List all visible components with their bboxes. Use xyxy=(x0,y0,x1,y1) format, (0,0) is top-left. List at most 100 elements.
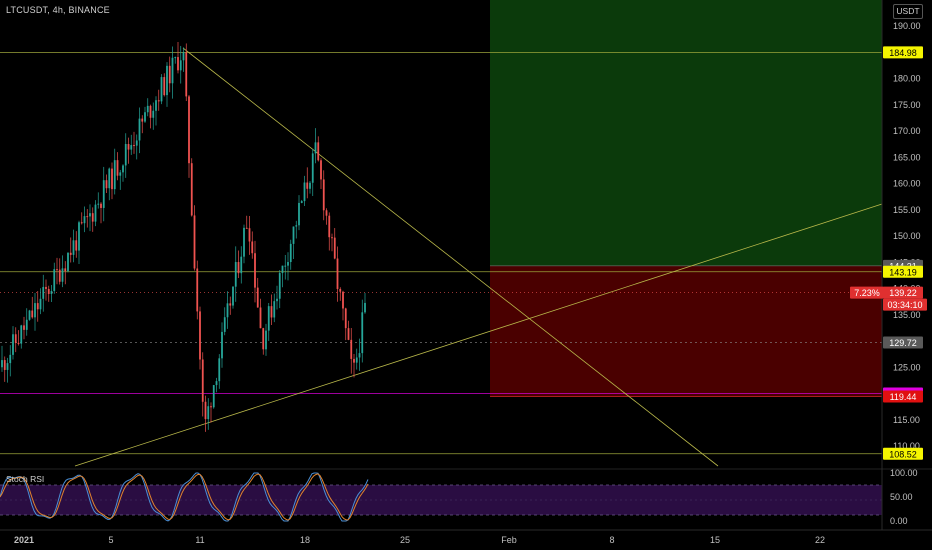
currency-button[interactable]: USDT xyxy=(893,4,923,19)
candle-body xyxy=(127,143,130,150)
candle-body xyxy=(155,100,157,111)
candle-body xyxy=(174,57,177,59)
candle-body xyxy=(339,288,342,292)
price-label-box xyxy=(883,46,923,59)
candle-body xyxy=(135,140,138,146)
candle-body xyxy=(218,358,221,382)
price-tick-label: 180.00 xyxy=(893,74,921,84)
candle-body xyxy=(47,288,50,294)
last-price-marker: 7.23% 139.22 03:34:10 xyxy=(850,286,927,311)
time-tick-label: 2021 xyxy=(14,535,34,545)
candle-body xyxy=(133,145,135,147)
price-label-box xyxy=(883,336,923,349)
candle-body xyxy=(130,145,133,150)
candle-body xyxy=(141,118,144,122)
target-zone[interactable] xyxy=(490,0,882,266)
candle-body xyxy=(6,363,9,370)
candle-body xyxy=(215,381,218,386)
candle-body xyxy=(42,286,45,299)
candle-body xyxy=(303,182,306,202)
candle-body xyxy=(138,118,141,141)
candle-body xyxy=(102,180,105,208)
candle-body xyxy=(113,160,116,190)
candle-body xyxy=(347,328,350,340)
candle-body xyxy=(23,325,25,330)
candle-body xyxy=(336,258,339,289)
candle-body xyxy=(1,360,3,368)
price-label-129-72: 129.72 xyxy=(883,336,923,349)
price-tick-label: 175.00 xyxy=(893,100,921,110)
resistance-trendline xyxy=(182,47,719,467)
candle-body xyxy=(75,240,78,251)
candle-body xyxy=(333,237,336,259)
candle-body xyxy=(39,298,42,310)
candle-body xyxy=(267,306,270,331)
last-price-box xyxy=(883,286,923,299)
price-tick-label: 160.00 xyxy=(893,179,921,189)
candle-body xyxy=(259,307,262,329)
candle-body xyxy=(122,165,124,173)
candle-body xyxy=(160,77,163,102)
stop-zone[interactable] xyxy=(490,265,882,397)
candle-body xyxy=(331,237,333,239)
candle-body xyxy=(229,303,232,306)
candle-body xyxy=(292,226,295,244)
stoch-axis: 100.00 50.00 0.00 xyxy=(890,468,918,526)
price-label-box xyxy=(883,447,923,460)
candle-body xyxy=(144,112,146,122)
candle-body xyxy=(273,301,276,318)
last-price-pct-box xyxy=(850,286,884,299)
stoch-d-line xyxy=(0,473,369,521)
candle-body xyxy=(9,354,12,364)
price-tick-label: 135.00 xyxy=(893,310,921,320)
stoch-k-line xyxy=(0,472,369,522)
candle-body xyxy=(14,334,17,343)
candle-body xyxy=(64,268,67,272)
candle-body xyxy=(245,227,248,229)
candle-body xyxy=(91,213,94,222)
candle-body xyxy=(295,225,298,227)
candle-body xyxy=(361,312,364,354)
candle-body xyxy=(201,359,204,402)
price-tick-label: 110.00 xyxy=(893,441,920,451)
candle-body xyxy=(226,303,229,318)
time-tick-label: 5 xyxy=(108,535,113,545)
candle-body xyxy=(149,105,152,118)
time-tick-label: Feb xyxy=(501,535,517,545)
candle-body xyxy=(53,269,56,292)
candle-body xyxy=(177,57,179,71)
candle-body xyxy=(204,401,207,420)
candle-body xyxy=(248,228,251,242)
price-tick-label: 190.00 xyxy=(893,21,921,31)
price-label-108-52: 108.52 xyxy=(883,447,923,460)
price-tick-label: 170.00 xyxy=(893,126,921,136)
candle-body xyxy=(80,222,83,224)
last-price-value: 139.22 xyxy=(889,288,917,298)
candle-body xyxy=(237,262,240,274)
candle-body xyxy=(61,268,64,282)
candle-body xyxy=(234,262,237,287)
candle-body xyxy=(328,215,331,238)
candle-body xyxy=(210,406,212,408)
candle-body xyxy=(342,291,344,309)
symbol-title[interactable]: LTCUSDT, 4h, BINANCE xyxy=(6,5,110,15)
price-label-text: 143.19 xyxy=(889,267,917,277)
time-tick-label: 8 xyxy=(609,535,614,545)
price-label-text: 108.52 xyxy=(889,449,917,459)
trendlines xyxy=(74,47,883,467)
candle-body xyxy=(278,273,281,299)
indicator-label[interactable]: Stoch RSI xyxy=(6,474,45,484)
candle-body xyxy=(31,310,34,318)
candle-body xyxy=(56,269,58,271)
candle-body xyxy=(45,286,47,289)
candle-body xyxy=(314,142,317,154)
time-tick-label: 22 xyxy=(815,535,825,545)
candle-body xyxy=(223,317,226,332)
candle-body xyxy=(25,319,28,330)
horizontal-levels xyxy=(0,51,882,455)
candle-body xyxy=(300,201,303,203)
candle-body xyxy=(276,298,278,302)
price-label-184-98: 184.98 xyxy=(883,46,923,59)
candle-body xyxy=(179,60,182,71)
